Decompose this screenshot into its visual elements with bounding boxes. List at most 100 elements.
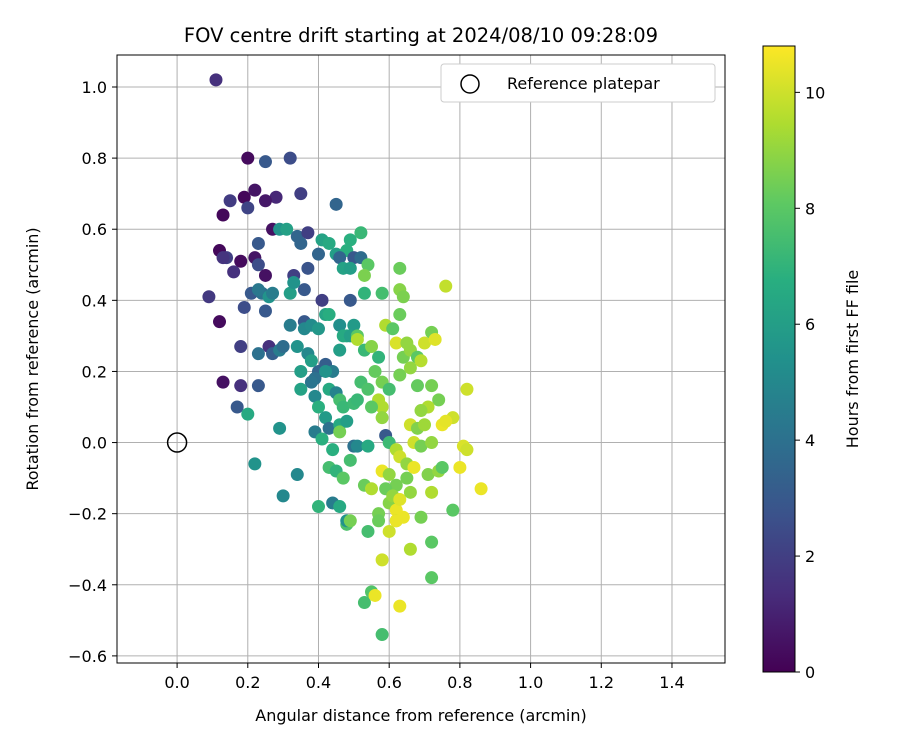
plot-frame (116, 54, 726, 664)
data-point (368, 588, 382, 602)
data-point (435, 460, 449, 474)
data-point (389, 478, 403, 492)
data-point (234, 340, 248, 354)
data-point (340, 414, 354, 428)
data-point (372, 514, 386, 528)
data-point (375, 286, 389, 300)
data-point (428, 332, 442, 346)
y-axis-ticks: −0.6 −0.4 −0.2 0.0 0.2 0.4 0.6 0.8 1.0 (68, 78, 117, 666)
data-point (297, 283, 311, 297)
data-points (202, 73, 488, 642)
data-point (425, 571, 439, 585)
data-point (266, 286, 280, 300)
colorbar-tick-label: 6 (805, 315, 815, 334)
y-tick-label: 0.0 (82, 434, 107, 453)
data-point (365, 482, 379, 496)
data-point (343, 453, 357, 467)
colorbar-tick-label: 2 (805, 547, 815, 566)
data-point (414, 439, 428, 453)
data-point (304, 375, 318, 389)
data-point (283, 318, 297, 332)
y-tick-label: 0.6 (82, 220, 107, 239)
data-point (301, 261, 315, 275)
data-point (350, 439, 364, 453)
data-point (241, 151, 255, 165)
data-point (322, 236, 336, 250)
data-point (439, 414, 453, 428)
data-point (308, 389, 322, 403)
data-point (453, 460, 467, 474)
data-point (304, 354, 318, 368)
colorbar-tick-label: 0 (805, 663, 815, 682)
data-point (393, 492, 407, 506)
data-point (361, 258, 375, 272)
colorbar-gradient (763, 46, 795, 672)
data-point (294, 364, 308, 378)
data-point (202, 290, 216, 304)
data-point (372, 350, 386, 364)
data-point (301, 226, 315, 240)
colorbar-tick-label: 4 (805, 431, 815, 450)
data-point (375, 553, 389, 567)
y-tick-label: 0.2 (82, 362, 107, 381)
data-point (343, 261, 357, 275)
data-point (258, 268, 272, 282)
data-point (209, 73, 223, 87)
data-point (315, 432, 329, 446)
data-point (393, 599, 407, 613)
data-point (418, 336, 432, 350)
data-point (425, 535, 439, 549)
data-point (294, 236, 308, 250)
data-point (251, 283, 265, 297)
data-point (460, 443, 474, 457)
data-point (241, 407, 255, 421)
x-tick-label: 0.2 (235, 673, 260, 692)
data-point (410, 379, 424, 393)
y-tick-label: −0.2 (68, 505, 107, 524)
chart-title: FOV centre drift starting at 2024/08/10 … (184, 24, 658, 47)
data-point (425, 485, 439, 499)
data-point (311, 247, 325, 261)
data-point (251, 236, 265, 250)
data-point (393, 261, 407, 275)
data-point (418, 418, 432, 432)
data-point (227, 265, 241, 279)
data-point (294, 187, 308, 201)
y-tick-label: 0.4 (82, 291, 107, 310)
colorbar-ticks: 0 2 4 6 8 10 (795, 83, 825, 682)
reference-marker-group (166, 432, 188, 453)
data-point (347, 318, 361, 332)
data-point (343, 293, 357, 307)
data-point (389, 514, 403, 528)
data-point (414, 354, 428, 368)
data-point (375, 400, 389, 414)
x-tick-label: 0.0 (164, 673, 189, 692)
data-point (258, 155, 272, 169)
colorbar-frame (762, 45, 796, 673)
data-point (403, 361, 417, 375)
data-point (357, 286, 371, 300)
data-point (361, 382, 375, 396)
data-point (283, 151, 297, 165)
data-point (393, 308, 407, 322)
data-point (414, 510, 428, 524)
y-tick-label: 0.8 (82, 149, 107, 168)
data-point (251, 258, 265, 272)
data-point (425, 379, 439, 393)
data-point (407, 460, 421, 474)
colorbar: 0 2 4 6 8 10 Hours from first FF file (762, 45, 862, 682)
data-point (248, 457, 262, 471)
data-point (474, 482, 488, 496)
reference-platepar-marker (166, 432, 188, 453)
data-point (382, 468, 396, 482)
data-point (319, 364, 333, 378)
legend-label-reference-platepar: Reference platepar (507, 74, 660, 93)
y-axis-label: Rotation from reference (arcmin) (23, 227, 42, 490)
data-point (357, 596, 371, 610)
data-point (223, 194, 237, 208)
data-point (251, 379, 265, 393)
data-point (283, 286, 297, 300)
colorbar-tick-label: 10 (805, 83, 825, 102)
colorbar-label: Hours from first FF file (843, 270, 862, 449)
